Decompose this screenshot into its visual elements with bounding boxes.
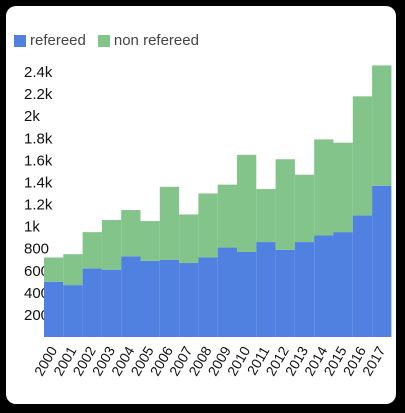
x-axis-ticks: 2000200120022003200420052006200720082009… [31, 343, 389, 378]
bar-refereed[interactable] [352, 215, 373, 337]
legend-item-refereed[interactable]: refereed [14, 32, 86, 49]
bar-refereed[interactable] [44, 281, 64, 337]
bar-refereed[interactable] [101, 269, 122, 337]
legend-swatch-non-refereed [97, 34, 110, 47]
y-tick-label: 2k [24, 108, 40, 125]
y-tick-label: 2.2k [24, 86, 53, 103]
bar-non-refereed[interactable] [352, 96, 373, 216]
bar-refereed[interactable] [198, 257, 218, 337]
bar-non-refereed[interactable] [372, 65, 392, 186]
legend: refereed non refereed [14, 32, 211, 49]
bar-refereed[interactable] [179, 263, 199, 337]
bar-non-refereed[interactable] [294, 174, 315, 243]
bar-non-refereed[interactable] [101, 219, 122, 270]
bar-non-refereed[interactable] [44, 257, 64, 282]
bar-non-refereed[interactable] [333, 142, 353, 233]
y-tick-label: 400 [24, 285, 49, 302]
bar-non-refereed[interactable] [179, 214, 199, 264]
bar-refereed[interactable] [372, 185, 392, 337]
bar-non-refereed[interactable] [217, 184, 237, 248]
bar-non-refereed[interactable] [314, 139, 334, 236]
bar-refereed[interactable] [140, 260, 160, 337]
bars [44, 65, 392, 337]
bar-refereed[interactable] [121, 256, 141, 337]
bar-non-refereed[interactable] [198, 193, 218, 258]
bar-non-refereed[interactable] [121, 210, 141, 257]
y-tick-label: 200 [24, 307, 49, 324]
bar-refereed[interactable] [159, 259, 180, 337]
bar-refereed[interactable] [275, 249, 295, 337]
y-tick-label: 1.8k [24, 130, 53, 147]
bar-non-refereed[interactable] [237, 154, 257, 252]
y-tick-label: 1.4k [24, 174, 53, 191]
y-tick-label: 1k [24, 219, 40, 236]
y-tick-label: 600 [24, 263, 49, 280]
y-tick-label: 1.2k [24, 197, 53, 214]
y-tick-label: 1.6k [24, 152, 53, 169]
legend-swatch-refereed [14, 34, 26, 47]
bar-refereed[interactable] [294, 242, 315, 337]
bar-refereed[interactable] [314, 235, 334, 337]
y-tick-label: 2.4k [24, 64, 53, 81]
bar-refereed[interactable] [217, 247, 237, 337]
bar-non-refereed[interactable] [140, 221, 160, 261]
bar-refereed[interactable] [63, 285, 83, 337]
y-axis-ticks: 200 400 600 800 1k 1.2k 1.4k 1.6k 1.8k 2k 2.2k 2.4k [24, 64, 53, 324]
bar-non-refereed[interactable] [63, 254, 83, 286]
y-tick-label: 800 [24, 241, 49, 258]
legend-label-non-refereed: non refereed [113, 32, 199, 49]
bar-refereed[interactable] [237, 251, 257, 337]
bar-refereed[interactable] [256, 242, 276, 337]
legend-label-refereed: refereed [30, 32, 86, 49]
bar-refereed[interactable] [82, 268, 102, 337]
bar-refereed[interactable] [333, 232, 353, 337]
bar-non-refereed[interactable] [256, 189, 276, 243]
legend-item-non-refereed[interactable]: non refereed [97, 32, 199, 49]
bar-non-refereed[interactable] [275, 159, 295, 250]
bar-non-refereed[interactable] [159, 186, 180, 260]
bar-non-refereed[interactable] [82, 232, 102, 269]
